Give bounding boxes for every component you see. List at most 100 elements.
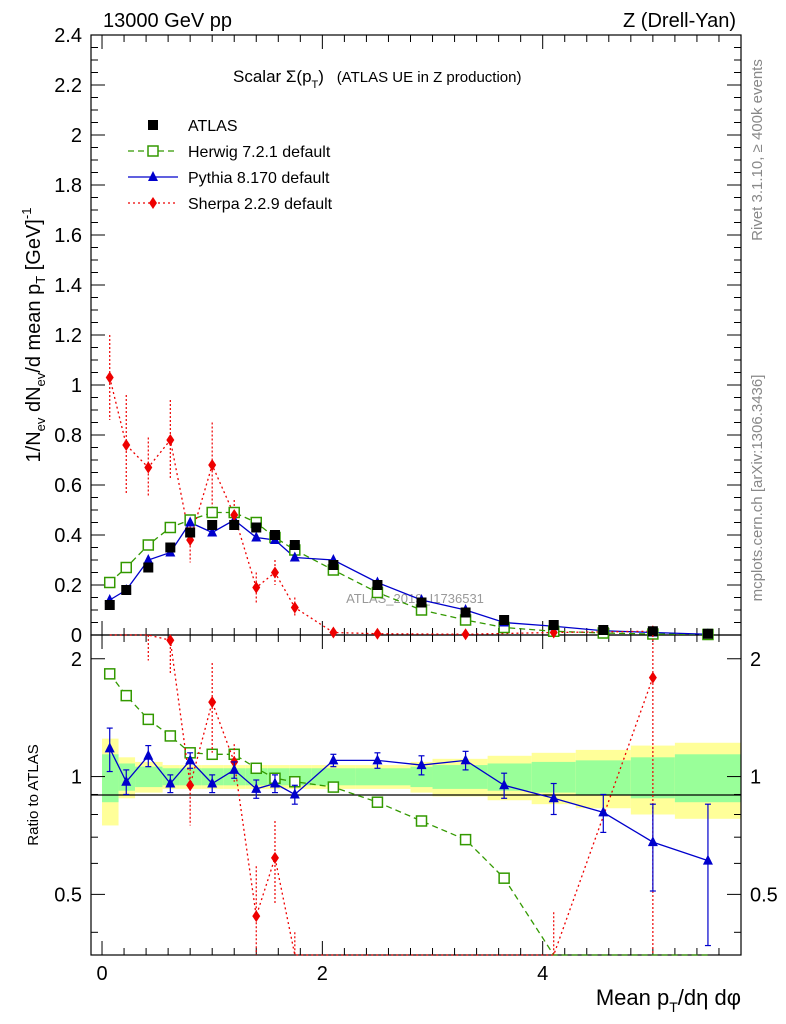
atlas-point (165, 542, 176, 553)
atlas-point (229, 520, 240, 530)
pythia-point (207, 526, 218, 537)
y-tick-label-ratio: 2 (71, 649, 82, 671)
plot-title-main: Scalar Σ(p (233, 67, 312, 86)
legend-marker (147, 145, 159, 157)
herwig-ratio-point (327, 781, 340, 793)
pythia-point (251, 531, 262, 542)
legend-label: Sherpa 2.2.9 default (188, 196, 333, 213)
band-inner-segment (179, 768, 202, 786)
herwig-ratio-point (142, 713, 155, 726)
y-axis-label-ratio: Ratio to ATLAS (25, 744, 42, 845)
herwig-ratio-point (459, 833, 472, 846)
herwig-ratio-point (415, 815, 428, 827)
band-inner-segment (575, 760, 631, 795)
atlas-point (416, 597, 427, 608)
y-tick-label-top: 1.4 (54, 275, 82, 297)
atlas-point (269, 530, 280, 540)
plot-title: Scalar Σ(pT) (ATLAS UE in Z production) (233, 67, 521, 91)
y-tick-label-top: 1.6 (54, 225, 82, 247)
pythia-ratio-point (548, 792, 559, 803)
pythia-ratio-point (647, 836, 658, 847)
top-series-layer (103, 335, 714, 641)
atlas-point (647, 626, 658, 637)
sherpa-ratio-point (166, 634, 175, 647)
band-inner-segment (311, 768, 356, 786)
sherpa-ratio-point (186, 779, 195, 792)
y-tick-label-ratio-right: 0.5 (750, 884, 778, 906)
y-tick-label-top: 0.8 (54, 425, 82, 447)
atlas-point (121, 585, 132, 595)
y-tick-label-top: 0.6 (54, 475, 82, 497)
x-axis-label: Mean pT/dη dφ (596, 985, 741, 1015)
y-tick-label-ratio-right: 1 (750, 767, 761, 789)
atlas-point (251, 522, 262, 533)
atlas-point (460, 607, 471, 618)
pythia-ratio-point (251, 782, 262, 793)
herwig-ratio-point (120, 689, 133, 702)
sherpa-point (290, 601, 299, 614)
ratio-series-layer (103, 634, 713, 956)
y-tick-label-top: 2.2 (54, 75, 82, 97)
pythia-ratio-point (499, 779, 510, 790)
legend-marker (148, 120, 158, 130)
atlas-point (104, 600, 115, 610)
x-tick-label: 0 (96, 963, 107, 985)
pythia-ratio-point (416, 759, 427, 770)
pythia-ratio-point (185, 754, 196, 765)
atlas-point (328, 560, 339, 570)
pythia-ratio-point (598, 806, 609, 817)
sherpa-point (270, 566, 279, 579)
header-left: 13000 GeV pp (103, 10, 232, 32)
atlas-point (207, 520, 218, 530)
pythia-ratio-point (460, 754, 471, 765)
atlas-point (548, 620, 559, 630)
y-tick-label-top: 0.2 (54, 575, 82, 597)
pythia-point (289, 551, 300, 562)
pythia-ratio-point (372, 754, 383, 765)
herwig-ratio-point (164, 730, 177, 742)
axis-tick-labels: 0 2 400.20.40.60.811.21.41.61.822.22.40.5 0… (54, 25, 778, 985)
pythia-ratio-point (702, 854, 713, 865)
pythia-ratio-point (207, 777, 218, 788)
sherpa-ratio-point (270, 851, 279, 864)
y-tick-label-top: 1.8 (54, 175, 82, 197)
herwig-point (142, 539, 155, 551)
sherpa-ratio-point (208, 696, 217, 709)
band-inner-segment (135, 766, 163, 788)
ratio-uncertainty-band (102, 738, 741, 826)
mcplots-label: mcplots.cern.ch [arXiv:1306.3436] (749, 375, 766, 602)
herwig-point (164, 521, 177, 534)
sherpa-point (122, 439, 131, 451)
x-tick-label: 4 (537, 963, 548, 985)
herwig-ratio-point (206, 748, 218, 761)
band-inner-segment (410, 766, 433, 788)
y-tick-label-top: 2 (71, 125, 82, 147)
legend-marker (148, 171, 158, 181)
herwig-ratio-point (250, 762, 263, 775)
sherpa-ratio-point (252, 910, 261, 923)
rivet-version-label: Rivet 3.1.10, ≥ 400k events (749, 59, 766, 241)
y-axis-label-top: 1/Nev dNev/d mean pT [GeV]-1 (19, 208, 48, 463)
herwig-ratio-point (498, 872, 510, 884)
band-inner-segment (355, 768, 411, 786)
pythia-ratio-point (121, 775, 132, 786)
pythia-ratio-point (104, 742, 115, 753)
atlas-point (143, 562, 154, 573)
sherpa-ratio-line (109, 634, 654, 956)
band-inner-segment (102, 754, 119, 803)
herwig-point (206, 506, 218, 519)
sherpa-ratio-point (648, 671, 657, 684)
legend-label: Herwig 7.2.1 default (188, 144, 331, 161)
legend-label: Pythia 8.170 default (188, 170, 330, 187)
y-tick-label-ratio: 1 (71, 767, 82, 789)
sherpa-point (166, 434, 175, 446)
sherpa-point (329, 626, 338, 639)
y-tick-label-top: 1.2 (54, 325, 82, 347)
atlas-point (499, 615, 510, 625)
band-inner-segment (674, 754, 741, 803)
y-tick-label-ratio-right: 2 (750, 649, 761, 671)
sherpa-point (230, 509, 239, 521)
analysis-watermark: ATLAS_2019_I1736531 (346, 591, 484, 606)
y-tick-label-top: 2.4 (54, 25, 82, 47)
